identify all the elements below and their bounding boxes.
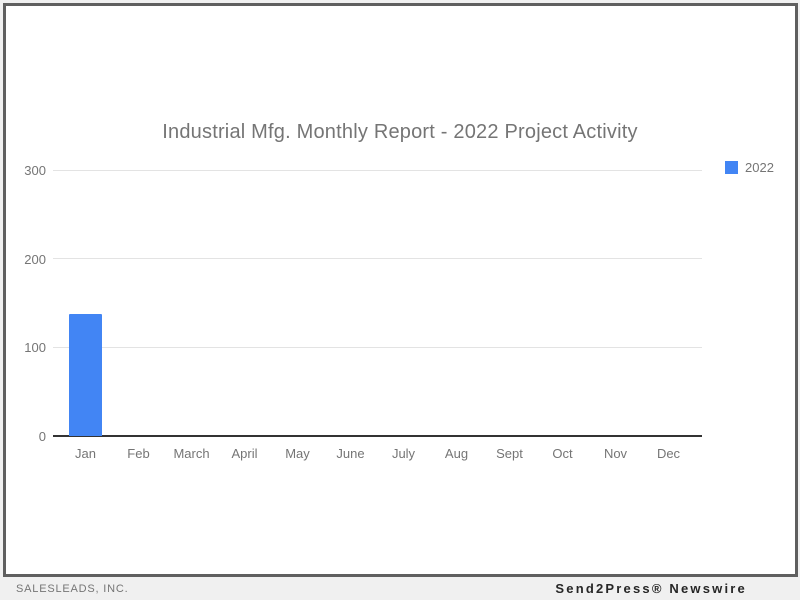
x-axis-tick-label: March [173,446,210,461]
x-axis-tick-label: July [391,446,416,461]
x-axis-tick-label: Sept [496,446,523,461]
y-gridline [53,346,702,348]
y-axis-tick-label: 300 [24,163,46,178]
x-axis-tick-label: April [231,446,258,461]
x-axis-tick-label: June [336,446,365,461]
legend-label: 2022 [745,160,774,175]
y-axis-tick-label: 0 [38,428,46,444]
x-axis-tick-label: May [285,446,310,461]
chart-title: Industrial Mfg. Monthly Report - 2022 Pr… [162,121,638,143]
legend-swatch-icon [725,161,738,174]
bar-jan [69,314,102,436]
footer-bar: SALESLEADS, INC. Send2Press® Newswire [0,577,800,600]
x-axis-tick-label: Feb [127,446,150,461]
footer-newswire-text: Send2Press® Newswire [555,581,747,596]
x-axis-tick-label: Dec [656,446,681,461]
x-axis-tick-label: Nov [603,446,628,461]
y-gridline [53,258,702,260]
x-axis-baseline [53,434,702,437]
legend: 2022 [725,160,774,175]
footer-company-text: SALESLEADS, INC. [16,582,129,595]
y-axis-tick-label: 200 [24,251,46,267]
x-axis-tick-label: Aug [444,446,469,461]
x-axis-tick-label: Oct [552,446,573,461]
y-gridline [53,169,702,171]
y-axis-tick-label: 100 [24,340,46,356]
x-axis-tick-label: Jan [75,446,96,461]
chart-frame [3,3,798,577]
